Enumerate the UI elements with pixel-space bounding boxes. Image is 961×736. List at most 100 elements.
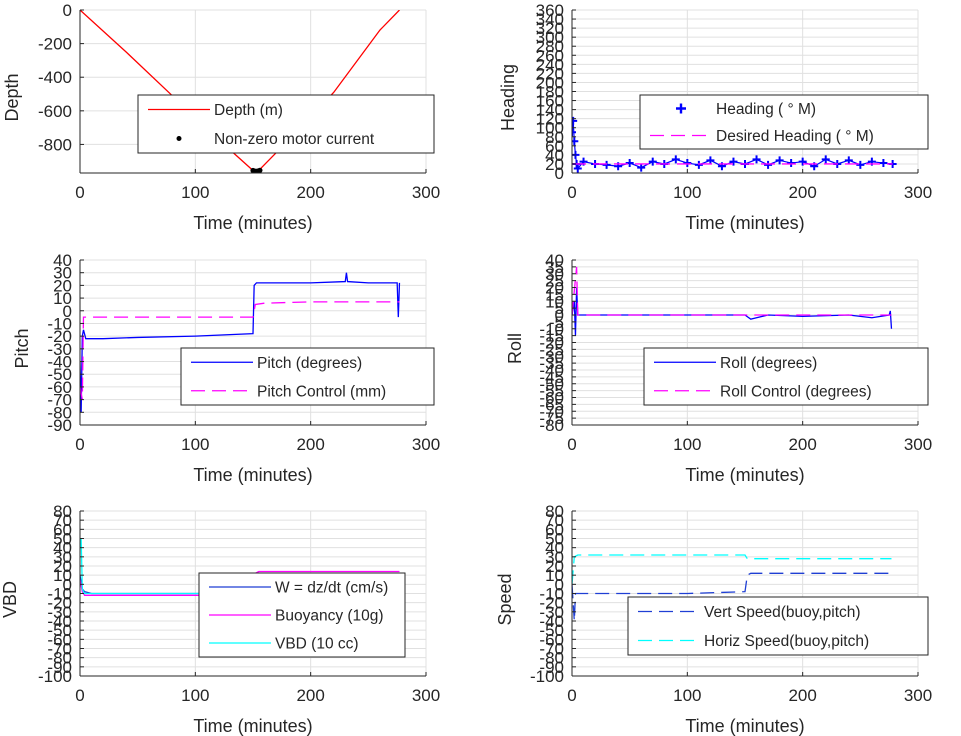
legend-marker (176, 136, 182, 141)
y-tick-label: 0 (555, 575, 564, 594)
y-tick-label: -70 (47, 640, 72, 659)
x-tick-label: 300 (904, 183, 932, 202)
data-point (729, 157, 738, 166)
y-axis-label: Pitch (12, 328, 32, 368)
data-point (798, 157, 807, 166)
legend: Roll (degrees) Roll Control (degrees) (643, 347, 929, 406)
legend: Pitch (degrees) Pitch Control (mm) (180, 347, 435, 406)
data-point (706, 156, 715, 165)
y-tick-label: -70 (539, 640, 564, 659)
y-tick-label: -10 (539, 585, 564, 604)
y-tick-label: 25 (545, 272, 564, 291)
y-tick-label: 30 (545, 548, 564, 567)
y-tick-label: -100 (38, 667, 72, 686)
x-axis-label: Time (minutes) (193, 716, 312, 736)
y-tick-label: -75 (539, 409, 564, 428)
x-tick-label: 100 (673, 183, 701, 202)
y-tick-label: -30 (47, 340, 72, 359)
y-tick-label: 50 (545, 530, 564, 549)
x-tick-label: 200 (788, 435, 816, 454)
y-tick-label: 20 (53, 276, 72, 295)
y-tick-label: 300 (536, 28, 564, 47)
y-tick-label: 60 (545, 520, 564, 539)
series-line (572, 266, 892, 316)
y-tick-label: -40 (539, 612, 564, 631)
legend-box (137, 94, 435, 154)
y-tick-label: 260 (536, 46, 564, 65)
legend-entry: Roll Control (degrees) (720, 383, 872, 400)
x-tick-label: 0 (567, 183, 576, 202)
y-tick-label: -25 (539, 340, 564, 359)
y-tick-label: -80 (539, 416, 564, 435)
legend-entry: Depth (m) (214, 102, 283, 119)
y-tick-label: -90 (47, 658, 72, 677)
data-point (821, 155, 830, 164)
y-tick-label: -100 (530, 667, 564, 686)
legend-entry: Non-zero motor current (214, 131, 375, 148)
x-tick-label: 100 (181, 435, 209, 454)
data-point (257, 167, 263, 173)
y-tick-label: -5 (549, 313, 564, 332)
y-tick-label: 280 (536, 37, 564, 56)
legend-box (643, 347, 929, 406)
x-tick-label: 100 (673, 686, 701, 705)
legend-box (639, 94, 929, 150)
legend-marker (676, 103, 686, 114)
y-tick-label: 40 (53, 539, 72, 558)
y-tick-label: -800 (38, 135, 72, 154)
x-tick-label: 300 (412, 435, 440, 454)
y-axis-label: Speed (495, 573, 515, 625)
series-line (80, 570, 400, 596)
y-tick-label: 30 (53, 548, 72, 567)
y-tick-label: -80 (47, 403, 72, 422)
data-point (879, 159, 888, 168)
y-tick-label: -50 (539, 375, 564, 394)
y-tick-label: 10 (545, 292, 564, 311)
y-tick-label: -90 (539, 658, 564, 677)
x-tick-label: 200 (296, 435, 324, 454)
y-tick-label: -80 (539, 649, 564, 668)
y-tick-label: -50 (539, 621, 564, 640)
data-point (683, 159, 692, 168)
y-tick-label: -400 (38, 68, 72, 87)
y-axis-label: Heading (498, 64, 518, 131)
chart-speed: 0 100 200 30080706050403020100-10-20-30-40-… (495, 502, 932, 736)
legend-entry: Buoyancy (10g) (275, 608, 384, 625)
y-tick-label: -10 (539, 320, 564, 339)
y-tick-label: -60 (539, 389, 564, 408)
x-tick-label: 200 (296, 686, 324, 705)
y-tick-label: -50 (47, 621, 72, 640)
x-tick-label: 100 (181, 183, 209, 202)
y-tick-label: 160 (536, 92, 564, 111)
data-point (602, 160, 611, 169)
y-tick-label: 0 (63, 302, 72, 321)
legend-entry: Pitch Control (mm) (257, 383, 386, 400)
chart-depth: 0 100 200 300 0 -200 -400 -600 -800 Time (minutes… (2, 1, 440, 233)
y-tick-label: 100 (536, 119, 564, 138)
y-tick-label: -90 (47, 416, 72, 435)
x-axis-label: Time (minutes) (193, 213, 312, 233)
y-axis-label: Depth (2, 73, 22, 121)
y-tick-label: 20 (545, 557, 564, 576)
legend-entry: Heading ( ° M) (716, 101, 816, 118)
x-tick-label: 0 (567, 686, 576, 705)
y-tick-label: -60 (47, 630, 72, 649)
y-tick-label: 320 (536, 19, 564, 38)
x-tick-label: 300 (412, 686, 440, 705)
y-tick-label: 15 (545, 285, 564, 304)
y-tick-label: -30 (539, 347, 564, 366)
x-axis-label: Time (minutes) (193, 465, 312, 485)
y-tick-label: 240 (536, 55, 564, 74)
y-tick-label: 40 (53, 251, 72, 270)
y-tick-label: 20 (545, 279, 564, 298)
data-point (775, 156, 784, 165)
y-tick-label: -40 (47, 612, 72, 631)
data-point (573, 164, 582, 173)
y-tick-label: -35 (539, 354, 564, 373)
y-tick-label: -20 (539, 594, 564, 613)
x-tick-label: 300 (904, 435, 932, 454)
y-tick-label: 340 (536, 10, 564, 29)
x-tick-label: 0 (75, 183, 84, 202)
series-line (80, 301, 400, 400)
